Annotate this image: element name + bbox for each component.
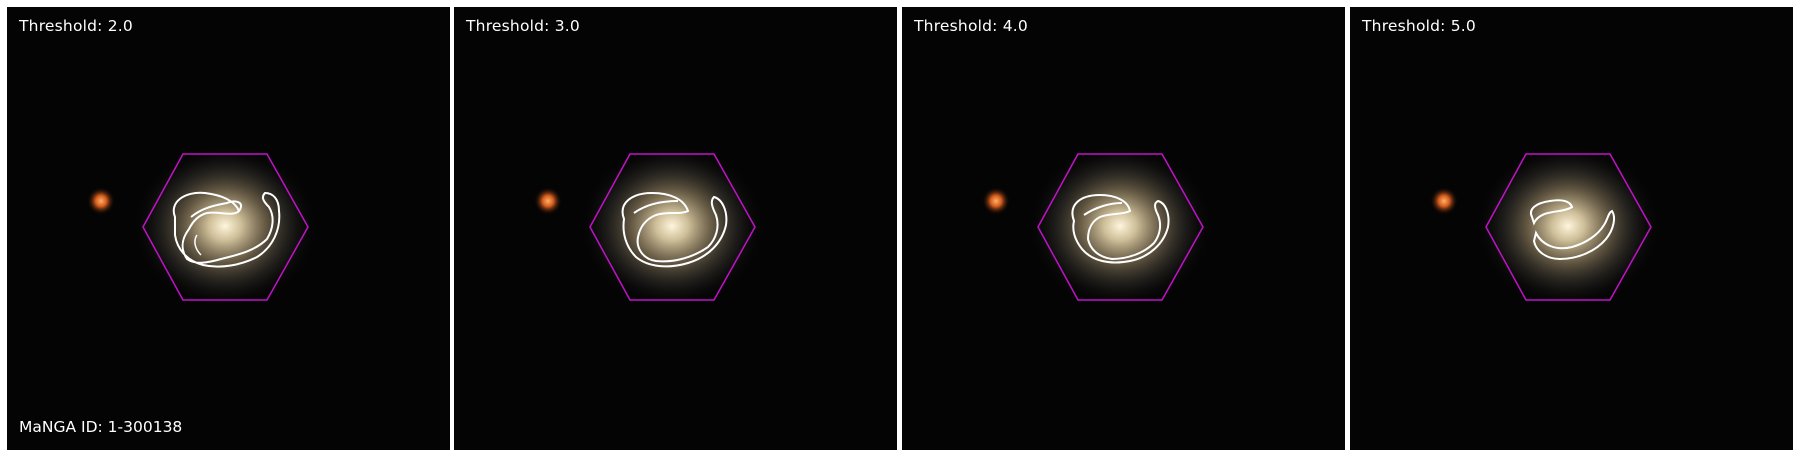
galaxy-glow [1476,144,1660,308]
ifu-hexagon [1485,153,1652,301]
galaxy-image-2 [454,7,897,450]
threshold-label: Threshold: 4.0 [914,17,1028,35]
galaxy-glow [133,144,317,308]
red-star [87,187,115,215]
contour-inner [633,200,679,214]
galaxy-glow [1028,144,1212,308]
galaxy-panel-1: Threshold: 2.0 MaNGA ID: 1-300138 [7,7,450,450]
contour-inner [1083,202,1123,216]
contour-arm [172,191,281,268]
galaxy-glow [580,144,764,308]
contour-inner [1530,199,1574,226]
red-star [534,187,562,215]
galaxy-image-3 [902,7,1345,450]
threshold-label: Threshold: 5.0 [1362,17,1476,35]
ifu-hexagon [589,153,756,301]
contour-arm [1071,193,1170,264]
contour-arm [621,191,728,268]
contour-inner [190,200,243,218]
galaxy-image-4 [1350,7,1793,450]
threshold-label: Threshold: 2.0 [19,17,133,35]
ifu-hexagon [142,153,309,301]
ifu-hexagon [1037,153,1204,301]
manga-id-label: MaNGA ID: 1-300138 [19,418,183,436]
galaxy-panel-2: Threshold: 3.0 [454,7,897,450]
red-star [982,187,1010,215]
red-star [1430,187,1458,215]
threshold-label: Threshold: 3.0 [466,17,580,35]
galaxy-panel-4: Threshold: 5.0 [1350,7,1793,450]
galaxy-image-1 [7,7,450,450]
galaxy-panel-3: Threshold: 4.0 [902,7,1345,450]
contour-knot [194,234,202,256]
contour-arm [1532,209,1615,261]
